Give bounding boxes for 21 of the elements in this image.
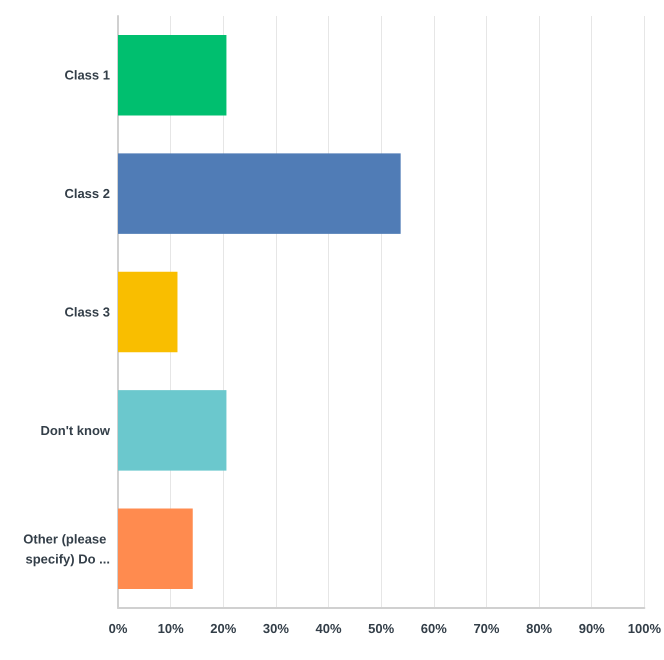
x-tick-label: 50% bbox=[368, 621, 395, 636]
bar bbox=[118, 508, 193, 590]
y-tick-label: Class 1 bbox=[64, 68, 110, 83]
y-tick-label: Class 2 bbox=[64, 186, 110, 202]
x-tick-label: 60% bbox=[420, 621, 448, 636]
x-tick-label: 80% bbox=[526, 621, 553, 636]
x-tick-label: 70% bbox=[473, 621, 500, 636]
bar bbox=[118, 390, 226, 471]
bar bbox=[118, 272, 178, 352]
x-tick-label: 100% bbox=[628, 621, 662, 636]
x-tick-label: 20% bbox=[210, 621, 237, 636]
x-tick-label: 40% bbox=[316, 621, 342, 636]
bar bbox=[118, 153, 401, 234]
x-tick-label: 30% bbox=[262, 621, 290, 636]
bar bbox=[118, 34, 226, 116]
x-tick-label: 10% bbox=[158, 621, 184, 636]
y-tick-label: Class 3 bbox=[64, 304, 110, 320]
x-tick-label: 90% bbox=[578, 621, 606, 636]
x-tick-label: 0% bbox=[108, 621, 128, 636]
y-tick-label: Other (please specify) Do ... bbox=[23, 531, 110, 566]
y-tick-label: Don't know bbox=[40, 422, 111, 438]
